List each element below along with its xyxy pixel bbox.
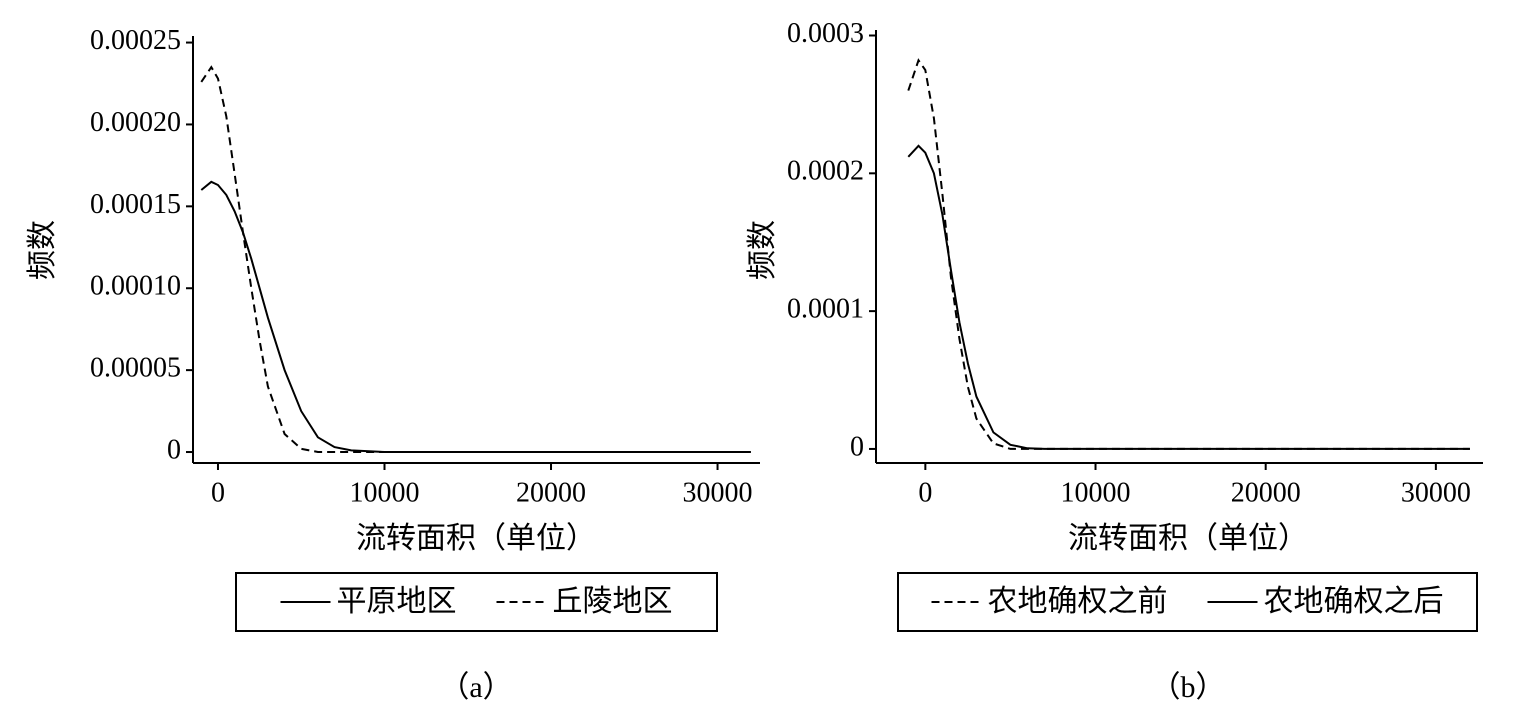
x-tick-label: 20000 — [516, 477, 586, 508]
y-tick-label: 0.0002 — [787, 156, 864, 187]
legend: 农地确权之前 农地确权之后 — [931, 585, 1444, 618]
x-tick-label: 30000 — [1401, 477, 1471, 508]
x-tick-label: 30000 — [683, 477, 753, 508]
caption: （b） — [1151, 671, 1226, 704]
y-axis-label: 频数 — [746, 220, 779, 280]
x-tick-label: 0 — [211, 477, 225, 508]
density-line — [907, 58, 1470, 450]
density-line — [200, 180, 751, 453]
legend: 平原地区 丘陵地区 — [280, 585, 673, 618]
x-tick-label: 10000 — [349, 477, 419, 508]
y-tick-label: 0.0003 — [787, 18, 864, 49]
legend-label: 平原地区 — [337, 585, 457, 618]
x-tick-label: 20000 — [1231, 477, 1301, 508]
y-tick-label: 0.00025 — [90, 25, 181, 56]
density-line — [907, 144, 1470, 450]
legend-label: 农地确权之后 — [1264, 585, 1444, 618]
x-axis-label: 流转面积（单位） — [1068, 522, 1308, 555]
legend-box — [235, 572, 718, 632]
legend-label: 农地确权之前 — [988, 585, 1168, 618]
x-tick-label: 10000 — [1061, 477, 1131, 508]
y-tick-label: 0.00015 — [90, 189, 181, 220]
y-tick-label: 0 — [850, 431, 864, 462]
y-tick-label: 0 — [167, 434, 181, 465]
y-tick-label: 0.00010 — [90, 271, 181, 302]
caption: （a） — [439, 671, 512, 704]
y-tick-label: 0.00020 — [90, 107, 181, 138]
legend-label: 丘陵地区 — [553, 585, 673, 618]
density-line — [200, 65, 751, 453]
y-axis-label: 频数 — [26, 220, 59, 280]
y-tick-label: 0.0001 — [787, 294, 864, 325]
legend-box — [897, 572, 1478, 632]
x-axis-label: 流转面积（单位） — [356, 522, 596, 555]
y-tick-label: 0.00005 — [90, 353, 181, 384]
x-tick-label: 0 — [918, 477, 932, 508]
